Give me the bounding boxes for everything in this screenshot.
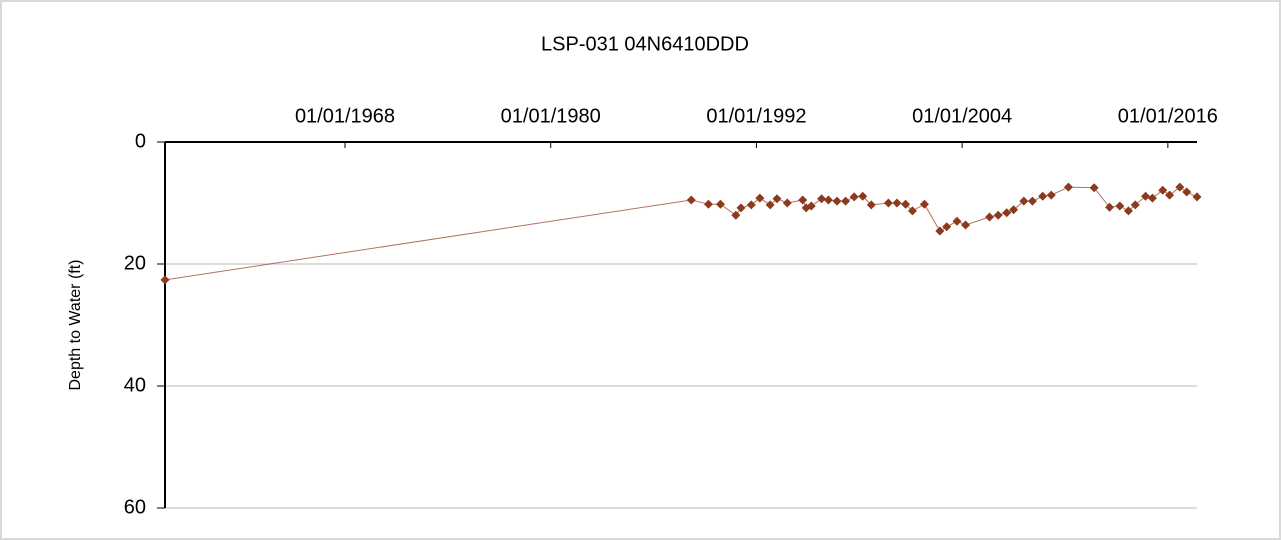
data-point: [1175, 182, 1185, 192]
data-point: [952, 216, 962, 226]
data-point: [866, 200, 876, 210]
y-axis-label: Depth to Water (ft): [67, 260, 84, 391]
data-point: [703, 199, 713, 209]
data-point: [1105, 202, 1115, 212]
data-point: [1141, 191, 1151, 201]
data-point: [1130, 200, 1140, 210]
data-point: [1147, 193, 1157, 203]
data-point: [1063, 182, 1073, 192]
x-tick-label: 01/01/2016: [1118, 105, 1218, 127]
data-point: [806, 201, 816, 211]
data-point: [686, 195, 696, 205]
data-point: [1165, 190, 1175, 200]
data-point: [841, 196, 851, 206]
data-point: [1009, 205, 1019, 215]
data-point: [736, 203, 746, 213]
data-point: [883, 198, 893, 208]
data-point: [858, 191, 868, 201]
data-point: [849, 192, 859, 202]
data-point: [1158, 185, 1168, 195]
data-point: [1002, 208, 1012, 218]
data-point: [1123, 206, 1133, 216]
data-point: [715, 199, 725, 209]
y-tick-label: 20: [124, 252, 146, 274]
data-point: [823, 195, 833, 205]
chart-title: LSP-031 04N6410DDD: [541, 33, 749, 55]
data-point: [746, 200, 756, 210]
data-point: [731, 210, 741, 220]
data-point: [782, 198, 792, 208]
data-point: [1192, 192, 1202, 202]
x-tick-label: 01/01/1992: [706, 105, 806, 127]
y-tick-label: 40: [124, 374, 146, 396]
data-point: [160, 275, 170, 285]
data-point: [935, 226, 945, 236]
data-point: [817, 194, 827, 204]
data-point: [993, 210, 1003, 220]
data-point: [755, 193, 765, 203]
data-point: [772, 194, 782, 204]
data-point: [832, 196, 842, 206]
data-point: [942, 222, 952, 232]
data-point: [892, 198, 902, 208]
data-point: [961, 220, 971, 230]
x-tick-label: 01/01/1980: [501, 105, 601, 127]
data-point: [1046, 190, 1056, 200]
data-point: [1089, 183, 1099, 193]
data-point: [919, 199, 929, 209]
data-point: [907, 206, 917, 216]
data-point: [985, 212, 995, 222]
x-tick-label: 01/01/2004: [912, 105, 1012, 127]
y-tick-label: 60: [124, 496, 146, 518]
data-point: [1038, 191, 1048, 201]
x-tick-label: 01/01/1968: [295, 105, 395, 127]
data-point: [798, 195, 808, 205]
y-tick-label: 0: [135, 130, 146, 152]
data-point: [1115, 201, 1125, 211]
data-point: [1182, 187, 1192, 197]
data-point: [1019, 196, 1029, 206]
data-point: [765, 200, 775, 210]
data-point: [1027, 196, 1037, 206]
data-point: [901, 199, 911, 209]
